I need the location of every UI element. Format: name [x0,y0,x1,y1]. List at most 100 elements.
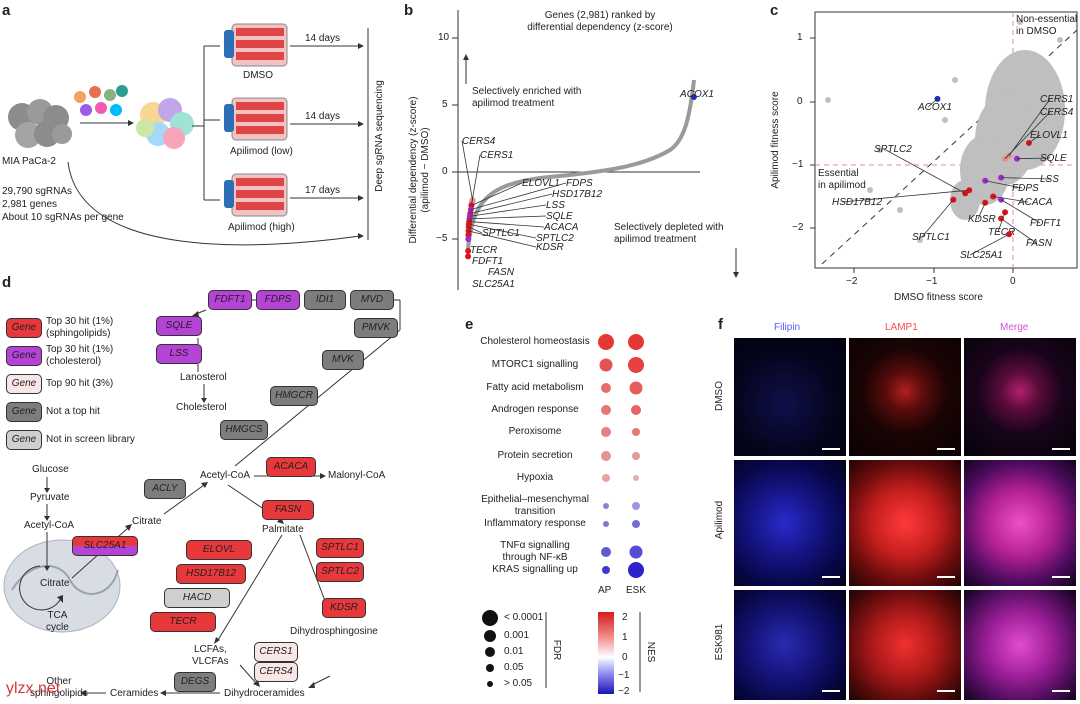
c-leader-sptlc1 [921,199,954,238]
c-label-fdps: FDPS [1012,183,1039,194]
met-dihydrosphingosine: Dihydrosphingosine [290,626,378,637]
pathway-label: TNFα signalling through NF-κB [500,540,570,563]
met-malonylcoa: Malonyl-CoA [328,470,386,481]
e-dot-esk-10 [628,562,644,578]
duration-apilimod-high: 17 days [305,185,341,196]
e-dot-esk-6 [633,475,639,481]
c-leader-sqle [1016,157,1051,160]
nes-title: NES [645,641,656,663]
c-leader-fdps [985,180,1023,189]
e-col-esk: ESK [626,585,647,596]
b-leader-cers4 [461,140,473,201]
b-leader-fdps [470,182,567,210]
scale-bar [1052,448,1070,450]
e-dot-ap-9 [601,547,611,557]
f-col-merge: Merge [1000,322,1029,333]
c-leader-cers4 [1004,111,1051,159]
b-ytick-10: 10 [438,32,450,43]
met-glucose: Glucose [32,464,69,475]
b-point-slc25a1 [465,253,472,260]
c-leader-sptlc2 [883,148,966,194]
c-leader-cers1 [1008,98,1051,156]
pathway-label: Peroxisome [508,426,562,437]
gene-hacd: HACD [164,588,230,608]
f-col-lamp1: LAMP1 [885,322,918,333]
gene-slc25a1: SLC25A1 [72,536,138,556]
dmso-flask-icon [224,23,288,67]
gene-degs: DEGS [174,672,216,692]
micrograph-esk981-merge [964,590,1076,700]
pathway-label: Inflammatory response [484,518,586,529]
f-row-apilimod: Apilimod [714,500,725,540]
pathway-label: KRAS signalling up [492,564,578,575]
c-label-acox1: ACOX1 [917,102,952,113]
annot-essential: Essential in apilimod [818,168,866,191]
e-dot-ap-4 [601,427,611,437]
e-dot-ap-7 [603,503,609,509]
panel-c-background-points [825,19,1065,243]
e-dot-ap-3 [601,405,611,415]
cell-line-label: MIA PaCa-2 [2,156,56,167]
e-dot-esk-0 [628,334,644,350]
lentivirus-icons [74,85,128,116]
legend-desc-not-top: Not a top hit [46,406,100,417]
e-dot-esk-5 [632,452,640,460]
duration-dmso: 14 days [305,33,341,44]
scale-bar [937,576,955,578]
c-leader-fasn [1000,218,1037,244]
gene-cers4: CERS4 [254,662,298,682]
gene-fasn: FASN [262,500,314,520]
legend-desc-not-in-library: Not in screen library [46,434,135,445]
pathway-label: Hypoxia [516,472,554,483]
pathway-label: Cholesterol homeostasis [480,336,590,347]
b-label-hsd17b12: HSD17B12 [552,189,602,200]
b-label-fasn: FASN [488,267,515,278]
f-row-dmso: DMSO [714,381,725,411]
met-lcfas: LCFAs, VLCFAs [192,644,229,667]
met-other-sphingolipids: Other sphingolipids [30,676,88,699]
transduced-cells-icon [136,98,194,149]
gene-pmvk: PMVK [354,318,398,338]
b-label-fdps: FDPS [566,178,593,189]
nes-tick-2: 2 [622,612,628,623]
fdr-level-3: 0.01 [504,646,524,657]
b-ytick-0: 0 [442,166,448,177]
c-label-kdsr: KDSR [968,214,996,225]
c-label-fdft1: FDFT1 [1030,218,1061,229]
gene-hsd17b12: HSD17B12 [176,564,246,584]
b-label-elovl1: ELOVL1 [522,178,560,189]
scale-bar [1052,576,1070,578]
b-label-sptlc2: SPTLC2 [536,233,574,244]
panel-letter-d: d [2,274,12,291]
b-ytick-5: 5 [442,99,448,110]
e-dot-esk-7 [632,502,640,510]
micrograph-esk981-filipin [734,590,846,700]
c-label-sqle: SQLE [1040,153,1067,164]
gene-tecr: TECR [150,612,216,632]
scale-bar [822,576,840,578]
micrograph-dmso-merge [964,338,1076,456]
e-dot-esk-1 [628,357,644,373]
b-leader-sptlc2 [468,223,537,239]
b-label-fdft1: FDFT1 [472,256,503,267]
fdr-level-5: > 0.05 [504,678,533,689]
gene-acly: ACLY [144,479,186,499]
e-dot-ap-1 [599,358,613,372]
met-cholesterol: Cholesterol [176,402,227,413]
micrograph-apilimod-merge [964,460,1076,586]
legend-swatch-cholesterol: Gene [6,346,42,366]
b-label-acox1: ACOX1 [679,89,714,100]
legend-desc-sphingolipid: Top 30 hit (1%) (sphingolipids) [46,316,114,339]
gene-fdft1: FDFT1 [208,290,252,310]
b-leader-sptlc1 [468,226,483,234]
c-leader-slc25a1 [969,233,1010,256]
b-label-sptlc1: SPTLC1 [482,228,520,239]
e-dot-esk-4 [632,428,640,436]
b-leader-elovl1 [471,182,523,206]
f-row-esk981: ESK981 [714,623,725,661]
legend-swatch-not-top: Gene [6,402,42,422]
